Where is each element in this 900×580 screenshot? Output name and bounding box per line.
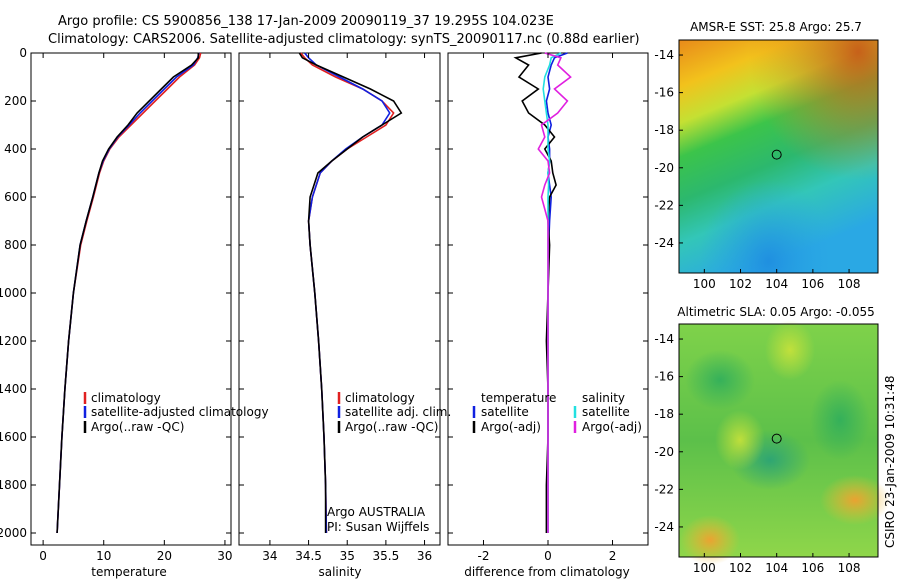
x-tick-label: 100 (693, 277, 716, 291)
temperature-axes-frame (30, 52, 232, 546)
x-tick-label: -2 (477, 549, 489, 563)
y-tick-label: 2000 (0, 526, 27, 540)
sst-axes-frame (678, 39, 879, 274)
x-tick-label: 104 (765, 277, 788, 291)
difference-xlabel: difference from climatology (464, 565, 630, 579)
x-tick-label: 106 (801, 277, 824, 291)
sla-argo-marker (771, 433, 782, 444)
series-line-satellite-adj-clim- (304, 52, 391, 534)
legend-title-salinity: salinity (582, 391, 625, 405)
x-tick-label: 30 (217, 549, 232, 563)
sla-heatmap-blob (680, 515, 740, 565)
x-tick-label: 35.5 (373, 549, 400, 563)
y-tick-label: -14 (654, 48, 674, 62)
y-tick-label: 600 (4, 190, 27, 204)
temperature-legend: climatology satellite-adjusted climatolo… (83, 391, 269, 434)
y-tick-label: 1400 (0, 382, 27, 396)
sla-heatmap-blob (820, 475, 890, 525)
salinity-xlabel: salinity (318, 565, 361, 579)
x-tick-label: 104 (765, 561, 788, 575)
x-tick-label: 102 (729, 277, 752, 291)
sst-map-title: AMSR-E SST: 25.8 Argo: 25.7 (690, 20, 862, 34)
series-line-salinity-satellite (542, 52, 562, 533)
salinity-legend: climatology satellite adj. clim. Argo(..… (337, 391, 451, 434)
x-tick-label: 100 (693, 561, 716, 575)
salinity-axes-frame (238, 52, 441, 546)
y-tick-label: -22 (654, 482, 674, 496)
y-tick-label: -24 (654, 520, 674, 534)
x-tick-label: 10 (96, 549, 111, 563)
title-line2: Climatology: CARS2006. Satellite-adjuste… (48, 32, 640, 47)
y-tick-label: -22 (654, 198, 674, 212)
pi-label: PI: Susan Wijffels (327, 520, 429, 534)
x-tick-label: 35 (340, 549, 355, 563)
legend-label-argo: Argo(..raw -QC) (345, 420, 438, 434)
series-line-salinity-argo-adj- (537, 52, 572, 533)
difference-legend: temperature satellite Argo(-adj) salinit… (472, 391, 642, 434)
x-tick-label: 102 (729, 561, 752, 575)
x-tick-label: 108 (838, 561, 861, 575)
legend-label-argo: Argo(..raw -QC) (91, 420, 184, 434)
x-tick-label: 106 (801, 561, 824, 575)
argo-australia-label: Argo AUSTRALIA (327, 505, 426, 519)
sla-heatmap-blob (715, 410, 765, 470)
y-tick-label: -18 (654, 407, 674, 421)
y-tick-label: -24 (654, 236, 674, 250)
y-tick-label: 0 (19, 46, 27, 60)
y-tick-label: 1800 (0, 478, 27, 492)
x-tick-label: 34.5 (295, 549, 322, 563)
sst-argo-marker (771, 149, 782, 160)
sst-map-panel: AMSR-E SST: 25.8 Argo: 25.7 100 102 104 106… (654, 20, 879, 291)
series-line-temperature-argo-adj- (513, 52, 557, 533)
legend-title-temperature: temperature (481, 391, 556, 405)
legend-label-temp-argo: Argo(-adj) (481, 420, 541, 434)
title-line1: Argo profile: CS 5900856_138 17-Jan-2009… (58, 14, 554, 29)
y-tick-label: 400 (4, 142, 27, 156)
legend-label-temp-satellite: satellite (481, 405, 529, 419)
difference-panel: -2 0 2 difference from climatology tempera… (447, 52, 649, 579)
y-tick-label: -18 (654, 123, 674, 137)
series-line-argo-raw-qc- (298, 52, 403, 533)
x-tick-label: 0 (39, 549, 47, 563)
legend-label-sal-argo: Argo(-adj) (582, 420, 642, 434)
y-tick-label: -20 (654, 161, 674, 175)
y-tick-label: 1000 (0, 286, 27, 300)
y-tick-label: 800 (4, 238, 27, 252)
temperature-panel: 0 10 20 30 0 200 400 600 800 1000 1200 1400 1600 1800… (0, 46, 269, 579)
sla-axes-frame (678, 323, 879, 558)
legend-label-sal-satellite: satellite (582, 405, 630, 419)
x-tick-label: 34 (262, 549, 277, 563)
legend-label-climatology: climatology (345, 391, 415, 405)
sla-heatmap-blob (685, 350, 755, 410)
sst-heatmap-cold (679, 40, 878, 273)
x-tick-label: 20 (157, 549, 172, 563)
y-tick-label: -20 (654, 445, 674, 459)
x-tick-label: 36 (417, 549, 432, 563)
y-tick-label: 1600 (0, 430, 27, 444)
y-tick-label: -16 (654, 370, 674, 384)
salinity-panel: 34 34.5 35 35.5 36 salinity climatology sate… (238, 52, 451, 579)
x-tick-label: 2 (609, 549, 617, 563)
sla-map-panel: Altimetric SLA: 0.05 Argo: -0.055 100 102… (654, 305, 890, 575)
y-tick-label: 200 (4, 94, 27, 108)
series-line-temperature-satellite (545, 52, 568, 533)
legend-label-satellite: satellite-adjusted climatology (91, 405, 269, 419)
y-tick-label: -14 (654, 332, 674, 346)
sla-heatmap-blob (765, 320, 815, 380)
x-tick-label: 108 (838, 277, 861, 291)
y-tick-label: 1200 (0, 334, 27, 348)
side-label: CSIRO 23-Jan-2009 10:31:48 (883, 376, 897, 548)
sla-heatmap-blob (810, 380, 870, 460)
x-tick-label: 0 (544, 549, 552, 563)
legend-label-satellite: satellite adj. clim. (345, 405, 451, 419)
sla-map-title: Altimetric SLA: 0.05 Argo: -0.055 (677, 305, 874, 319)
series-line-argo-raw-qc- (56, 53, 200, 534)
y-tick-label: -16 (654, 86, 674, 100)
temperature-xlabel: temperature (91, 565, 166, 579)
legend-label-climatology: climatology (91, 391, 161, 405)
